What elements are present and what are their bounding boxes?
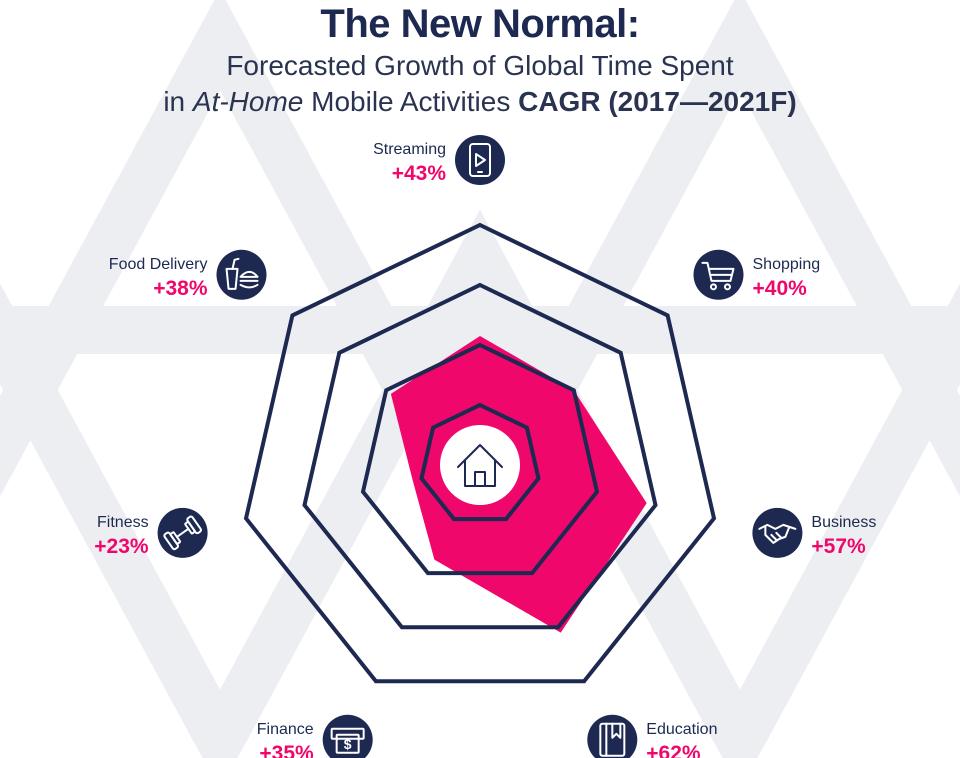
label-fitness: Fitness xyxy=(97,514,149,531)
grid-ring-40 xyxy=(360,342,600,576)
label-education: Education xyxy=(646,721,717,738)
shopping-cart-icon xyxy=(693,249,744,300)
value-streaming: +43% xyxy=(392,162,447,185)
grid-ring-60 xyxy=(302,282,658,630)
svg-text:$: $ xyxy=(344,736,352,752)
chart-subtitle-line-2: in At-Home Mobile Activities CAGR (2017—… xyxy=(0,86,960,118)
dumbbell-icon xyxy=(157,507,208,558)
fast-food-icon xyxy=(216,249,267,300)
label-streaming: Streaming xyxy=(373,141,446,158)
grid-ring-20 xyxy=(419,402,541,522)
label-business: Business xyxy=(811,514,876,531)
label-shopping: Shopping xyxy=(753,256,821,273)
data-area xyxy=(390,336,647,633)
subtitle-middle: Mobile Activities xyxy=(303,86,519,117)
chart-title: The New Normal: xyxy=(320,2,640,46)
grid-ring-80 xyxy=(243,222,717,684)
value-education: +62% xyxy=(646,742,701,758)
label-finance: Finance xyxy=(257,721,314,738)
subtitle-bold: CAGR (2017—2021F) xyxy=(518,86,797,117)
chart-subtitle-line-1: Forecasted Growth of Global Time Spent xyxy=(226,50,734,81)
label-food-delivery: Food Delivery xyxy=(109,256,208,273)
value-food-delivery: +38% xyxy=(153,277,208,300)
smartphone-play-icon xyxy=(455,135,505,185)
value-fitness: +23% xyxy=(94,535,149,558)
subtitle-italic: At-Home xyxy=(192,86,304,117)
value-shopping: +40% xyxy=(753,277,808,300)
home-icon xyxy=(440,425,520,505)
value-business: +57% xyxy=(811,535,866,558)
value-finance: +35% xyxy=(259,742,314,758)
subtitle-prefix: in xyxy=(163,86,193,117)
handshake-icon xyxy=(752,507,803,558)
book-icon xyxy=(587,714,638,758)
cash-icon: $ xyxy=(322,714,373,758)
